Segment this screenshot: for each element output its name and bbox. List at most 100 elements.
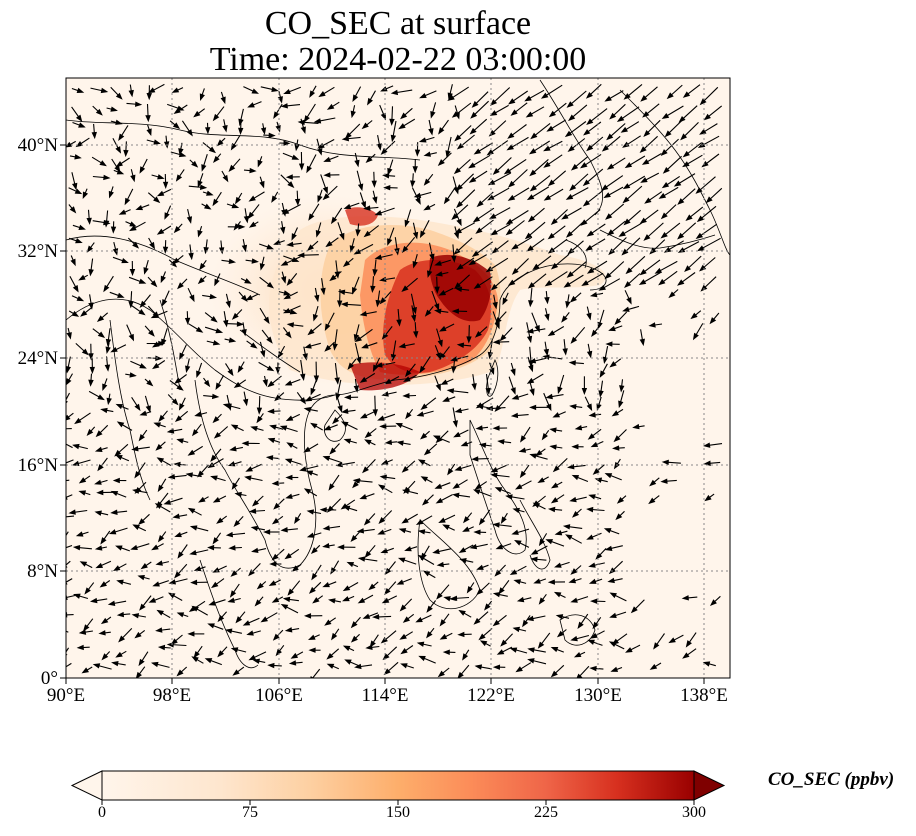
wind-arrowhead: [234, 196, 242, 205]
wind-arrowhead: [367, 97, 373, 106]
wind-arrowhead: [134, 470, 141, 479]
wind-arrowhead: [462, 653, 469, 661]
wind-arrowhead: [510, 368, 516, 377]
wind-arrowhead: [598, 284, 606, 291]
wind-arrowhead: [241, 244, 248, 253]
wind-arrowhead: [228, 258, 237, 265]
wind-arrowhead: [324, 619, 332, 626]
wind-arrowhead: [466, 585, 473, 594]
wind-arrowhead: [162, 246, 169, 254]
wind-arrowhead: [630, 606, 638, 614]
wind-arrowhead: [139, 166, 146, 174]
wind-arrowhead: [288, 660, 297, 666]
wind-arrowhead: [217, 614, 225, 623]
wind-arrowhead: [271, 518, 280, 525]
wind-arrowhead: [139, 363, 147, 369]
wind-arrowhead: [129, 372, 137, 378]
wind-arrowhead: [156, 190, 165, 197]
wind-arrowhead: [117, 292, 125, 298]
wind-arrowhead: [372, 269, 378, 277]
wind-arrowhead: [548, 110, 557, 118]
colorbar-tick-label: 225: [534, 804, 558, 821]
wind-arrowhead: [432, 548, 440, 555]
wind-arrowhead: [452, 482, 460, 489]
wind-arrowhead: [522, 619, 529, 628]
wind-arrowhead: [314, 294, 320, 303]
wind-arrowhead: [267, 662, 275, 669]
wind-arrowhead: [554, 562, 562, 568]
wind-arrowhead: [585, 244, 593, 251]
wind-arrowhead: [359, 376, 368, 383]
wind-arrowhead: [603, 528, 612, 534]
wind-arrowhead: [342, 260, 351, 268]
wind-arrowhead: [473, 529, 481, 535]
wind-arrowhead: [285, 474, 293, 481]
wind-arrowhead: [478, 517, 486, 526]
wind-arrowhead: [586, 403, 593, 412]
wind-arrowhead: [185, 365, 191, 374]
wind-arrowhead: [207, 623, 215, 629]
wind-arrowhead: [149, 241, 156, 250]
wind-arrowhead: [506, 144, 514, 151]
wind-arrowhead: [231, 312, 239, 320]
wind-arrowhead: [286, 322, 295, 328]
wind-arrowhead: [588, 412, 596, 418]
wind-arrowhead: [497, 439, 505, 445]
wind-arrowhead: [529, 388, 535, 396]
wind-arrowhead: [199, 93, 205, 101]
wind-arrowhead: [263, 316, 270, 325]
wind-arrowhead: [350, 534, 358, 543]
wind-arrowhead: [350, 110, 356, 119]
wind-arrowhead: [486, 149, 494, 156]
wind-arrowhead: [356, 528, 365, 534]
wind-arrowhead: [130, 174, 136, 183]
wind-arrowhead: [490, 283, 498, 291]
wind-arrowhead: [564, 130, 573, 138]
wind-arrowhead: [173, 226, 181, 234]
wind-arrowhead: [74, 154, 82, 160]
wind-arrowhead: [520, 435, 527, 443]
wind-arrowhead: [502, 297, 508, 306]
wind-arrowhead: [402, 488, 410, 495]
wind-arrowhead: [590, 441, 599, 448]
wind-arrowhead: [569, 403, 577, 410]
wind-arrowhead: [353, 248, 362, 255]
wind-arrowhead: [154, 503, 163, 509]
wind-arrowhead: [449, 595, 458, 601]
wind-arrowhead: [452, 420, 458, 428]
wind-arrowhead: [353, 385, 360, 393]
wind-arrowhead: [303, 115, 310, 123]
wind-arrowhead: [146, 93, 153, 101]
wind-arrowhead: [271, 553, 279, 561]
wind-arrowhead: [372, 196, 378, 204]
wind-arrowhead: [420, 476, 429, 482]
wind-arrowhead: [495, 544, 504, 550]
wind-arrowhead: [453, 167, 462, 175]
wind-arrowhead: [341, 408, 349, 414]
colorbar-tick-label: 150: [386, 804, 410, 821]
wind-arrowhead: [568, 360, 576, 366]
wind-arrowhead: [454, 286, 463, 292]
wind-arrow: [66, 647, 70, 653]
wind-arrowhead: [586, 230, 595, 237]
wind-arrowhead: [139, 603, 146, 611]
wind-arrowhead: [500, 639, 508, 647]
wind-arrowhead: [639, 338, 645, 347]
wind-arrowhead: [330, 216, 338, 225]
wind-arrowhead: [372, 614, 380, 620]
lat-tick-label: 24°N: [17, 348, 58, 369]
wind-arrowhead: [319, 507, 327, 513]
wind-arrowhead: [454, 282, 462, 290]
wind-arrowhead: [510, 387, 516, 395]
wind-arrowhead: [78, 224, 86, 230]
wind-arrowhead: [269, 561, 277, 567]
wind-arrowhead: [153, 196, 161, 204]
wind-arrowhead: [549, 444, 557, 450]
wind-arrowhead: [260, 350, 266, 358]
wind-arrowhead: [492, 592, 501, 598]
wind-arrowhead: [132, 488, 140, 494]
wind-arrowhead: [387, 238, 393, 246]
wind-arrowhead: [86, 428, 94, 436]
wind-arrowhead: [550, 482, 559, 489]
wind-arrowhead: [132, 241, 140, 249]
